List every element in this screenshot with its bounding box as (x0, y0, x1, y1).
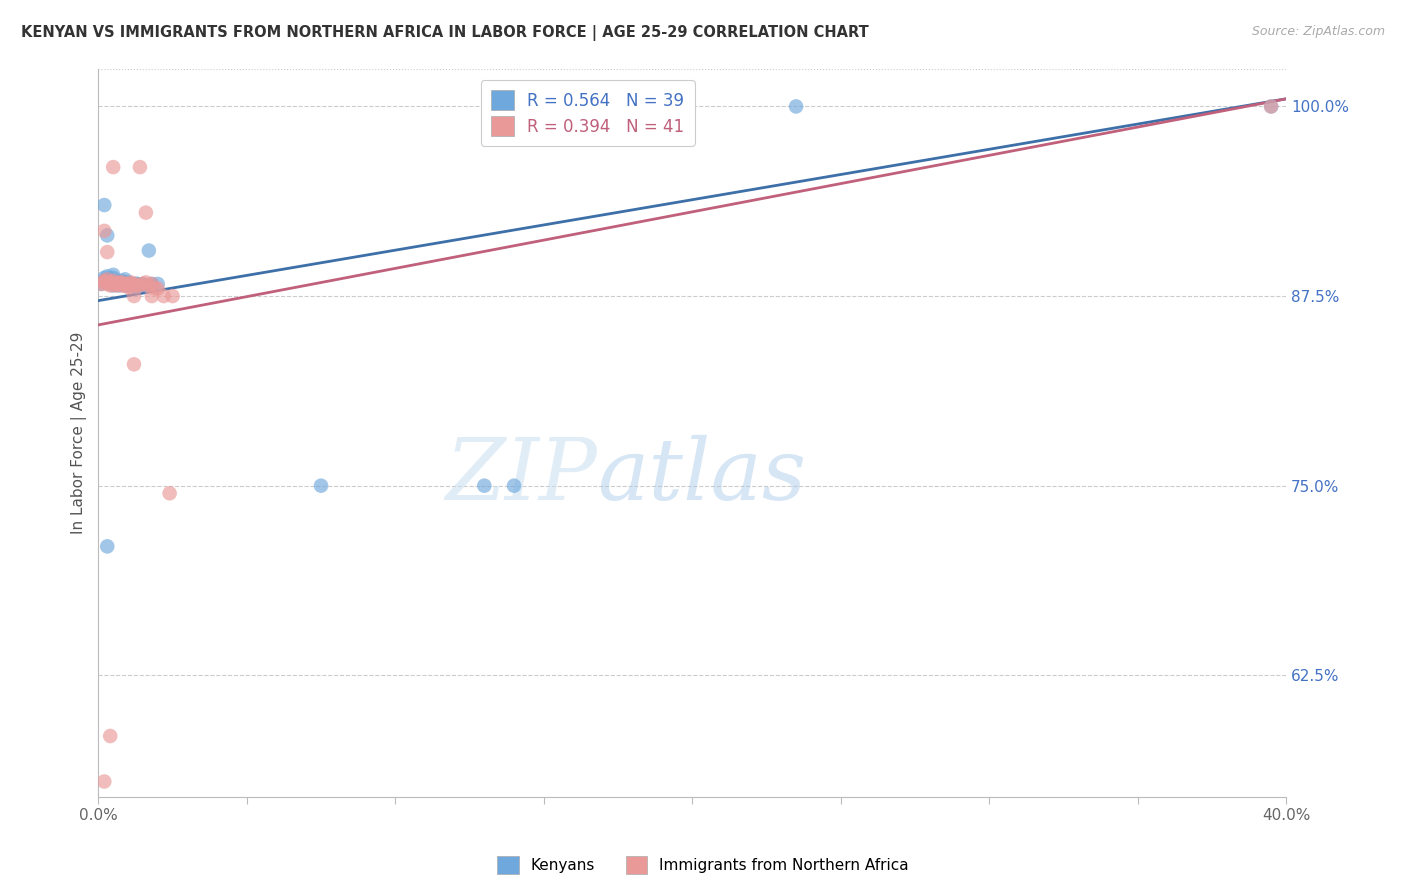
Point (114, 277, 136, 291)
Point (135, 278, 157, 293)
Point (98, 276, 121, 290)
Point (96, 269, 118, 284)
Point (152, 289, 174, 303)
Point (114, 276, 136, 290)
Point (135, 276, 157, 290)
Point (96, 277, 118, 291)
Point (141, 277, 163, 291)
Point (1260, 99, 1282, 113)
Point (132, 277, 155, 291)
Point (98, 274, 121, 288)
Legend: Kenyans, Immigrants from Northern Africa: Kenyans, Immigrants from Northern Africa (491, 850, 915, 880)
Point (93, 276, 115, 290)
Point (114, 278, 136, 293)
Point (96, 276, 118, 290)
Point (105, 278, 128, 293)
Point (135, 205, 157, 219)
Point (162, 289, 184, 303)
Point (309, 478, 332, 492)
Point (146, 281, 169, 295)
Point (103, 276, 125, 290)
Point (117, 278, 139, 293)
Point (129, 278, 152, 293)
Point (108, 277, 131, 291)
Point (503, 478, 526, 492)
Point (90, 277, 112, 291)
Point (93, 271, 115, 285)
Point (103, 271, 125, 285)
Point (117, 276, 139, 290)
Point (90, 277, 112, 291)
Point (143, 281, 166, 295)
Point (108, 276, 131, 290)
Text: atlas: atlas (598, 435, 806, 517)
Point (114, 278, 136, 293)
Point (105, 274, 128, 288)
Point (114, 272, 136, 286)
Point (93, 274, 115, 288)
Point (125, 278, 148, 293)
Text: KENYAN VS IMMIGRANTS FROM NORTHERN AFRICA IN LABOR FORCE | AGE 25-29 CORRELATION: KENYAN VS IMMIGRANTS FROM NORTHERN AFRIC… (21, 25, 869, 41)
Point (103, 278, 125, 293)
Point (111, 278, 134, 293)
Point (159, 486, 181, 500)
Point (103, 274, 125, 288)
Point (103, 268, 125, 282)
Y-axis label: In Labor Force | Age 25-29: In Labor Force | Age 25-29 (72, 332, 87, 533)
Point (122, 277, 145, 291)
Point (96, 540, 118, 554)
Point (93, 224, 115, 238)
Legend: R = 0.564   N = 39, R = 0.394   N = 41: R = 0.564 N = 39, R = 0.394 N = 41 (481, 80, 695, 145)
Point (98, 729, 121, 743)
Point (122, 278, 145, 293)
Point (122, 357, 145, 371)
Text: Source: ZipAtlas.com: Source: ZipAtlas.com (1251, 25, 1385, 38)
Point (122, 289, 145, 303)
Point (132, 277, 155, 291)
Point (138, 278, 160, 293)
Point (129, 160, 152, 174)
Point (103, 160, 125, 174)
Point (146, 277, 169, 291)
Point (592, 99, 614, 113)
Point (93, 774, 115, 789)
Point (141, 277, 163, 291)
Point (96, 228, 118, 243)
Point (98, 278, 121, 293)
Point (472, 478, 495, 492)
Point (108, 276, 131, 290)
Point (105, 277, 128, 291)
Point (120, 278, 142, 293)
Point (93, 198, 115, 212)
Point (125, 277, 148, 291)
Text: ZIP: ZIP (446, 435, 598, 517)
Point (117, 277, 139, 291)
Point (120, 277, 142, 291)
Point (125, 280, 148, 294)
Point (120, 276, 142, 290)
Point (96, 272, 118, 286)
Point (111, 277, 134, 291)
Point (105, 277, 128, 291)
Point (606, 99, 628, 113)
Point (98, 272, 121, 286)
Point (125, 277, 148, 291)
Point (111, 274, 134, 288)
Point (93, 274, 115, 288)
Point (111, 276, 134, 290)
Point (117, 280, 139, 294)
Point (785, 99, 807, 113)
Point (141, 289, 163, 303)
Point (138, 244, 160, 258)
Point (1260, 99, 1282, 113)
Point (108, 278, 131, 293)
Point (129, 278, 152, 293)
Point (96, 272, 118, 286)
Point (96, 245, 118, 260)
Point (103, 277, 125, 291)
